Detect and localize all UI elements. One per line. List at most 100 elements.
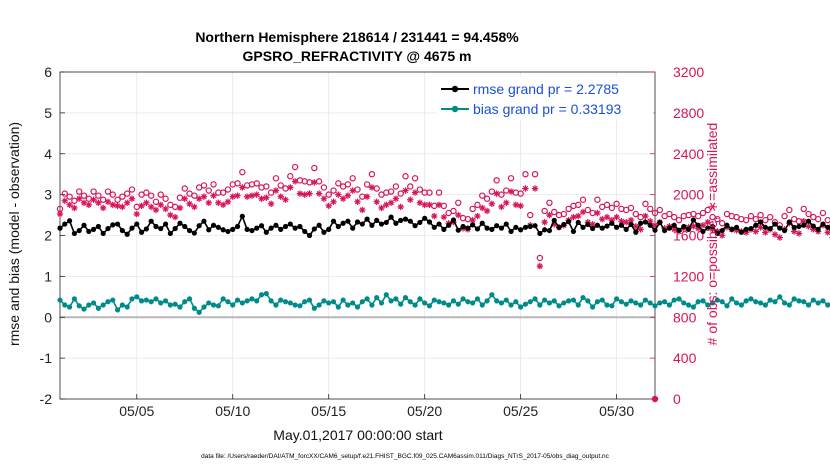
rmse-point	[374, 217, 380, 223]
rmse-point	[138, 229, 145, 235]
bias-point	[796, 298, 802, 304]
obs-assimilated-point	[512, 201, 520, 209]
rmse-point	[153, 223, 159, 230]
obs-assimilated-point	[387, 199, 395, 206]
rmse-point	[455, 227, 461, 233]
obs-assimilated-point	[224, 198, 232, 205]
obs-assimilated-point	[359, 206, 366, 214]
rmse-point	[594, 222, 601, 228]
rmse-point	[86, 228, 92, 235]
obs-assimilated-point	[570, 213, 577, 221]
rmse-point	[714, 230, 720, 237]
rmse-point	[585, 221, 591, 228]
rmse-point	[748, 225, 754, 232]
bias-point	[455, 301, 461, 307]
obs-assimilated-point	[488, 200, 496, 208]
bias-point	[508, 302, 514, 308]
bias-point	[570, 297, 577, 303]
obs-assimilated-point	[402, 187, 409, 194]
rmse-point	[757, 219, 764, 225]
bias-point	[685, 302, 692, 308]
bias-point	[383, 292, 389, 298]
obs-possible-point	[647, 205, 654, 213]
obs-assimilated-point	[114, 202, 121, 210]
bias-point	[810, 297, 816, 303]
bias-point	[177, 304, 183, 310]
chart-title-line1: Northern Hemisphere 218614 / 231441 = 94…	[195, 29, 519, 45]
obs-possible-point	[714, 215, 721, 223]
obs-possible-point	[613, 200, 620, 208]
rmse-point	[479, 220, 485, 226]
bias-point	[105, 299, 111, 305]
obs-possible-point	[762, 216, 769, 224]
rmse-point	[71, 230, 77, 237]
obs-assimilated-point	[541, 219, 548, 226]
bias-point	[470, 300, 476, 306]
rmse-point	[705, 225, 711, 231]
bias-point	[642, 297, 649, 303]
obs-possible-point	[205, 187, 212, 194]
obs-assimilated-point	[637, 226, 644, 233]
bias-point	[374, 295, 380, 301]
rmse-point	[172, 225, 178, 232]
rmse-point	[398, 217, 404, 223]
obs-assimilated-point	[503, 199, 510, 206]
rmse-point	[719, 227, 725, 234]
bias-point	[326, 300, 332, 306]
bias-point	[700, 298, 706, 304]
bias-point	[302, 299, 308, 305]
bias-point	[220, 296, 226, 302]
obs-assimilated-point	[536, 262, 544, 270]
bias-point	[532, 296, 538, 302]
rmse-point	[364, 216, 370, 222]
obs-possible-point	[786, 206, 793, 214]
obs-assimilated-point	[426, 201, 433, 209]
obs-possible-point	[200, 182, 208, 189]
rmse-point	[503, 221, 509, 227]
bias-point	[359, 299, 365, 305]
obs-assimilated-point	[339, 195, 347, 202]
bias-point	[599, 297, 605, 303]
obs-possible-series	[56, 163, 830, 262]
rmse-point	[393, 220, 399, 226]
x-tick-label: 05/25	[503, 403, 538, 419]
obs-assimilated-point	[80, 199, 88, 206]
bias-point	[311, 305, 317, 311]
bias-point	[825, 302, 830, 308]
bias-point	[450, 298, 457, 304]
rmse-point	[134, 221, 140, 227]
bias-point	[90, 300, 97, 306]
obs-possible-point	[699, 209, 707, 217]
obs-possible-point	[541, 207, 548, 215]
obs-possible-point	[152, 198, 160, 205]
bias-point	[273, 302, 279, 308]
rmse-point	[460, 223, 466, 230]
obs-possible-point	[642, 200, 649, 208]
obs-assimilated-point	[253, 191, 260, 198]
obs-assimilated-point	[392, 195, 400, 202]
obs-assimilated-point	[95, 199, 102, 206]
rmse-point	[350, 225, 356, 231]
rmse-point	[494, 223, 500, 229]
obs-possible-point	[282, 185, 289, 192]
obs-assimilated-point	[824, 229, 830, 236]
obs-possible-point	[119, 193, 126, 200]
rmse-point	[474, 226, 481, 232]
bias-point	[695, 299, 701, 305]
obs-assimilated-point	[776, 234, 783, 241]
rmse-point	[450, 217, 457, 223]
rmse-point	[273, 222, 279, 228]
rmse-point	[647, 222, 653, 228]
bias-point	[287, 300, 293, 306]
rmse-point	[105, 225, 111, 232]
bias-point	[441, 300, 447, 306]
obs-possible-point	[766, 213, 774, 221]
obs-assimilated-point	[181, 195, 188, 202]
rmse-point	[681, 223, 687, 230]
bias-point	[820, 298, 826, 304]
obs-possible-point	[66, 193, 73, 200]
obs-possible-point	[450, 207, 457, 215]
obs-assimilated-point	[805, 223, 812, 230]
rmse-point	[781, 227, 788, 234]
obs-possible-point	[191, 192, 198, 199]
